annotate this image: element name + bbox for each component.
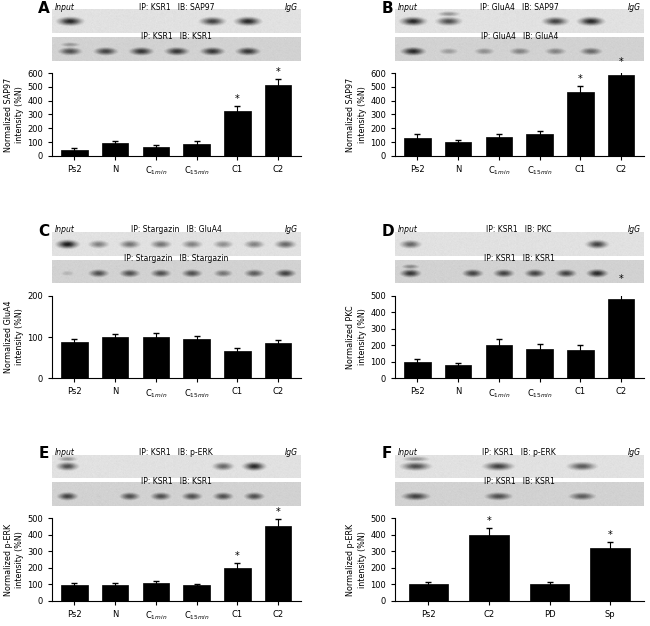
Text: IP: KSR1   IB: SAP97: IP: KSR1 IB: SAP97 [138, 3, 214, 12]
Bar [469, 535, 509, 601]
Text: *: * [235, 94, 240, 104]
Bar [265, 85, 291, 156]
Y-axis label: Normalized PKC
intensity (%N): Normalized PKC intensity (%N) [346, 305, 367, 369]
Bar [224, 111, 251, 156]
Bar [567, 93, 593, 156]
Bar [142, 147, 169, 156]
Text: Input: Input [55, 3, 74, 12]
Text: B: B [382, 1, 393, 16]
Y-axis label: Normalized SAP97
intensity (%N): Normalized SAP97 intensity (%N) [3, 78, 24, 151]
Text: IgG: IgG [285, 3, 298, 12]
Text: IP: GluA4   IB: SAP97: IP: GluA4 IB: SAP97 [480, 3, 558, 12]
Bar [409, 585, 448, 601]
Bar [590, 548, 630, 601]
Text: A: A [38, 1, 50, 16]
Bar [183, 585, 210, 601]
Text: IP: KSR1   IB: p-ERK: IP: KSR1 IB: p-ERK [139, 448, 213, 457]
Text: IP: GluA4   IB: GluA4: IP: GluA4 IB: GluA4 [480, 32, 558, 41]
Bar [445, 142, 471, 156]
Text: F: F [382, 446, 392, 461]
Bar [404, 138, 430, 156]
Y-axis label: Normalized GluA4
intensity (%N): Normalized GluA4 intensity (%N) [4, 301, 25, 373]
Bar [608, 299, 634, 378]
Text: IP: KSR1   IB: KSR1: IP: KSR1 IB: KSR1 [484, 477, 554, 486]
Bar [61, 585, 88, 601]
Bar [61, 150, 88, 156]
Bar [102, 337, 129, 378]
Text: *: * [619, 274, 623, 284]
Text: IP: KSR1   IB: KSR1: IP: KSR1 IB: KSR1 [141, 32, 212, 41]
Text: *: * [276, 67, 281, 77]
Text: Input: Input [397, 448, 417, 457]
Text: Input: Input [55, 225, 74, 234]
Bar [224, 351, 251, 378]
Bar [526, 349, 553, 378]
Bar [608, 74, 634, 156]
Text: D: D [382, 223, 394, 239]
Text: C: C [38, 223, 49, 239]
Bar [183, 144, 210, 156]
Text: *: * [608, 530, 612, 540]
Text: *: * [619, 57, 623, 67]
Bar [526, 135, 553, 156]
Text: IP: KSR1   IB: PKC: IP: KSR1 IB: PKC [486, 225, 552, 234]
Text: IgG: IgG [628, 448, 641, 457]
Bar [265, 343, 291, 378]
Text: *: * [276, 507, 281, 517]
Text: IgG: IgG [285, 448, 298, 457]
Text: E: E [38, 446, 49, 461]
Bar [445, 365, 471, 378]
Text: *: * [235, 551, 240, 561]
Bar [486, 136, 512, 156]
Bar [486, 346, 512, 378]
Y-axis label: Normalized p-ERK
intensity (%N): Normalized p-ERK intensity (%N) [346, 523, 367, 596]
Text: IP: KSR1   IB: KSR1: IP: KSR1 IB: KSR1 [484, 254, 554, 264]
Bar [61, 342, 88, 378]
Text: IP: Stargazin   IB: GluA4: IP: Stargazin IB: GluA4 [131, 225, 222, 234]
Text: IgG: IgG [628, 3, 641, 12]
Bar [567, 351, 593, 378]
Y-axis label: Normalized p-ERK
intensity (%N): Normalized p-ERK intensity (%N) [3, 523, 24, 596]
Bar [142, 337, 169, 378]
Text: Input: Input [55, 448, 74, 457]
Bar [224, 568, 251, 601]
Text: IP: KSR1   IB: KSR1: IP: KSR1 IB: KSR1 [141, 477, 212, 486]
Text: *: * [578, 74, 582, 84]
Bar [404, 362, 430, 378]
Text: *: * [487, 516, 491, 526]
Bar [142, 583, 169, 601]
Text: IP: KSR1   IB: p-ERK: IP: KSR1 IB: p-ERK [482, 448, 556, 457]
Bar [102, 585, 129, 601]
Text: Input: Input [397, 3, 417, 12]
Bar [530, 585, 569, 601]
Text: IgG: IgG [628, 225, 641, 234]
Bar [183, 339, 210, 378]
Text: IgG: IgG [285, 225, 298, 234]
Text: Input: Input [397, 225, 417, 234]
Bar [102, 143, 129, 156]
Y-axis label: Normalized SAP97
intensity (%N): Normalized SAP97 intensity (%N) [346, 78, 367, 151]
Bar [265, 526, 291, 601]
Text: IP: Stargazin   IB: Stargazin: IP: Stargazin IB: Stargazin [124, 254, 228, 264]
